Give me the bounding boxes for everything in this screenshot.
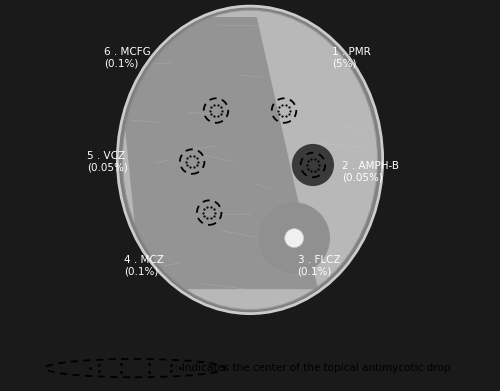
Ellipse shape [118, 6, 382, 314]
Text: 1 . PMR
(5%): 1 . PMR (5%) [332, 47, 370, 69]
Circle shape [258, 203, 330, 274]
Text: 2 . AMPH-B
(0.05%): 2 . AMPH-B (0.05%) [342, 161, 399, 183]
Text: 4 . MCZ
(0.1%): 4 . MCZ (0.1%) [124, 255, 164, 276]
Ellipse shape [122, 10, 378, 310]
Text: 6 . MCFG
(0.1%): 6 . MCFG (0.1%) [104, 47, 150, 69]
Circle shape [284, 229, 304, 248]
Text: 5 . VCZ
(0.05%): 5 . VCZ (0.05%) [86, 151, 128, 172]
Text: 3 . FLCZ
(0.1%): 3 . FLCZ (0.1%) [298, 255, 340, 276]
Circle shape [292, 144, 334, 186]
Polygon shape [114, 17, 318, 289]
Text: : Indicates the center of the topical antimycotic drop: : Indicates the center of the topical an… [175, 363, 450, 373]
